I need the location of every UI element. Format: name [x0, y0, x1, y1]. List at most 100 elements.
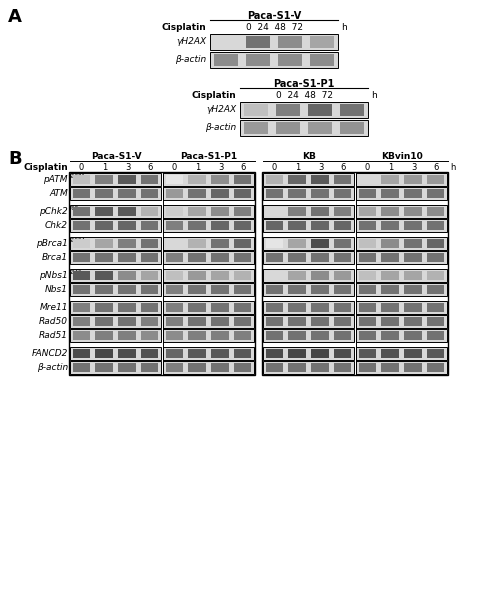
Bar	[166, 285, 183, 294]
Bar	[263, 361, 354, 374]
Text: Paca-S1-V: Paca-S1-V	[90, 152, 142, 161]
Bar	[188, 189, 206, 198]
Bar	[308, 104, 332, 115]
Bar	[166, 317, 183, 326]
Bar	[72, 285, 90, 294]
Text: pChk2: pChk2	[39, 207, 68, 216]
Text: 0: 0	[272, 163, 277, 172]
Bar	[166, 239, 183, 248]
Bar	[163, 361, 254, 374]
Bar	[356, 251, 447, 264]
Bar	[188, 349, 206, 358]
Bar	[356, 329, 447, 342]
Bar	[288, 349, 306, 358]
Bar	[266, 221, 283, 230]
Bar	[311, 175, 328, 184]
Bar	[358, 363, 376, 372]
Bar	[263, 251, 354, 264]
Bar	[356, 205, 447, 218]
Bar	[96, 189, 113, 198]
Bar	[211, 317, 228, 326]
Bar	[211, 285, 228, 294]
Bar	[266, 207, 283, 216]
Bar	[211, 349, 228, 358]
Bar	[234, 349, 252, 358]
Text: γH2AX: γH2AX	[206, 106, 236, 114]
Bar	[382, 363, 399, 372]
Bar	[118, 207, 136, 216]
Bar	[141, 221, 158, 230]
Bar	[427, 175, 444, 184]
Bar	[358, 189, 376, 198]
Text: Cisplatin: Cisplatin	[23, 163, 68, 172]
Bar	[214, 37, 238, 48]
Text: KBvin10: KBvin10	[381, 152, 423, 161]
Bar	[69, 172, 255, 375]
Text: pNbs1: pNbs1	[39, 271, 68, 280]
Bar	[263, 205, 354, 218]
Bar	[334, 303, 351, 312]
Bar	[163, 251, 254, 264]
Bar	[96, 175, 113, 184]
Bar	[234, 285, 252, 294]
Bar	[141, 303, 158, 312]
Text: 6: 6	[341, 163, 346, 172]
Bar	[234, 189, 252, 198]
Bar	[163, 301, 254, 314]
Bar	[266, 303, 283, 312]
Text: S1981: S1981	[69, 174, 86, 178]
Bar	[163, 205, 254, 218]
Bar	[382, 285, 399, 294]
Bar	[263, 219, 354, 232]
Bar	[340, 122, 364, 134]
Bar	[288, 239, 306, 248]
Text: β-actin: β-actin	[175, 56, 206, 65]
Bar	[211, 363, 228, 372]
Bar	[166, 331, 183, 340]
Bar	[266, 253, 283, 262]
Bar	[166, 221, 183, 230]
Bar	[96, 349, 113, 358]
Bar	[72, 221, 90, 230]
Bar	[188, 221, 206, 230]
Bar	[70, 329, 161, 342]
Bar	[288, 175, 306, 184]
Text: 1: 1	[295, 163, 300, 172]
Bar	[141, 363, 158, 372]
Bar	[70, 173, 161, 186]
Text: Nbs1: Nbs1	[45, 285, 68, 294]
Bar	[427, 303, 444, 312]
Bar	[404, 303, 421, 312]
Bar	[211, 207, 228, 216]
Bar	[334, 271, 351, 280]
Text: pBrca1: pBrca1	[36, 239, 68, 248]
Bar	[404, 349, 421, 358]
Bar	[427, 239, 444, 248]
Text: h: h	[450, 163, 456, 172]
Bar	[96, 363, 113, 372]
Text: β-actin: β-actin	[37, 363, 68, 372]
Bar	[382, 349, 399, 358]
Bar	[288, 317, 306, 326]
Bar	[404, 221, 421, 230]
Bar	[266, 189, 283, 198]
Bar	[340, 104, 364, 115]
Bar	[234, 253, 252, 262]
Bar	[72, 271, 90, 280]
Bar	[288, 207, 306, 216]
Text: Chk2: Chk2	[45, 221, 68, 230]
Bar	[356, 301, 447, 314]
Bar	[278, 37, 302, 48]
Bar	[358, 331, 376, 340]
Text: 3: 3	[318, 163, 323, 172]
Bar	[310, 37, 334, 48]
Text: KB: KB	[302, 152, 316, 161]
Bar	[382, 175, 399, 184]
Bar	[118, 285, 136, 294]
Bar	[234, 271, 252, 280]
Bar	[288, 303, 306, 312]
Text: γH2AX: γH2AX	[176, 37, 206, 46]
Bar	[234, 207, 252, 216]
Text: 1: 1	[102, 163, 107, 172]
Bar	[234, 303, 252, 312]
